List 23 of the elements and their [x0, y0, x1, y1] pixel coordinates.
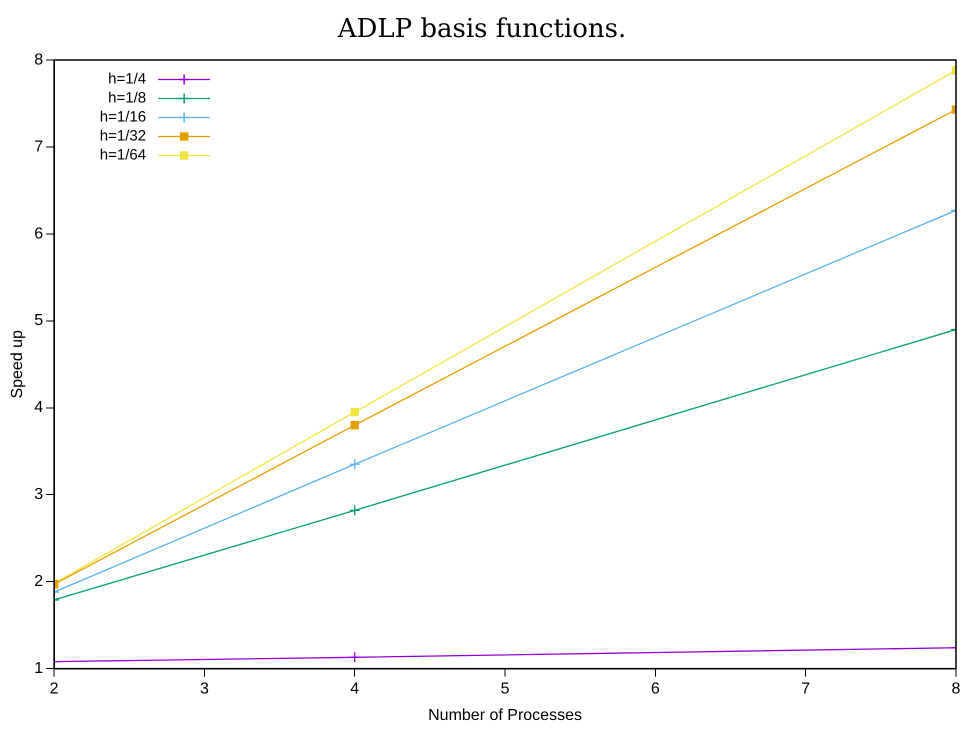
y-tick-label: 5 — [34, 312, 44, 330]
x-tick-label: 5 — [500, 680, 510, 698]
x-tick-label: 4 — [350, 680, 360, 698]
y-tick-label: 3 — [34, 486, 44, 504]
y-tick-label: 4 — [34, 399, 44, 416]
legend-label: h=1/8 — [108, 90, 146, 107]
legend-label: h=1/16 — [100, 108, 146, 126]
x-axis-title: Number of Processes — [428, 706, 582, 724]
x-tick-label: 3 — [200, 680, 209, 698]
x-tick-label: 8 — [952, 680, 961, 698]
x-tick-label: 6 — [650, 680, 660, 698]
x-tick-label: 2 — [50, 680, 59, 698]
chart-title: ADLP basis functions. — [336, 14, 628, 44]
y-tick-label: 7 — [34, 138, 44, 156]
legend-label: h=1/32 — [100, 128, 146, 145]
y-tick-label: 6 — [34, 225, 44, 242]
legend-label: h=1/64 — [100, 146, 146, 164]
x-tick-label: 7 — [801, 680, 810, 698]
y-axis-title: Speed up — [9, 330, 26, 399]
legend-label: h=1/4 — [108, 70, 146, 88]
y-tick-label: 8 — [34, 51, 44, 68]
y-tick-label: 1 — [34, 660, 44, 678]
y-tick-label: 2 — [34, 573, 44, 590]
